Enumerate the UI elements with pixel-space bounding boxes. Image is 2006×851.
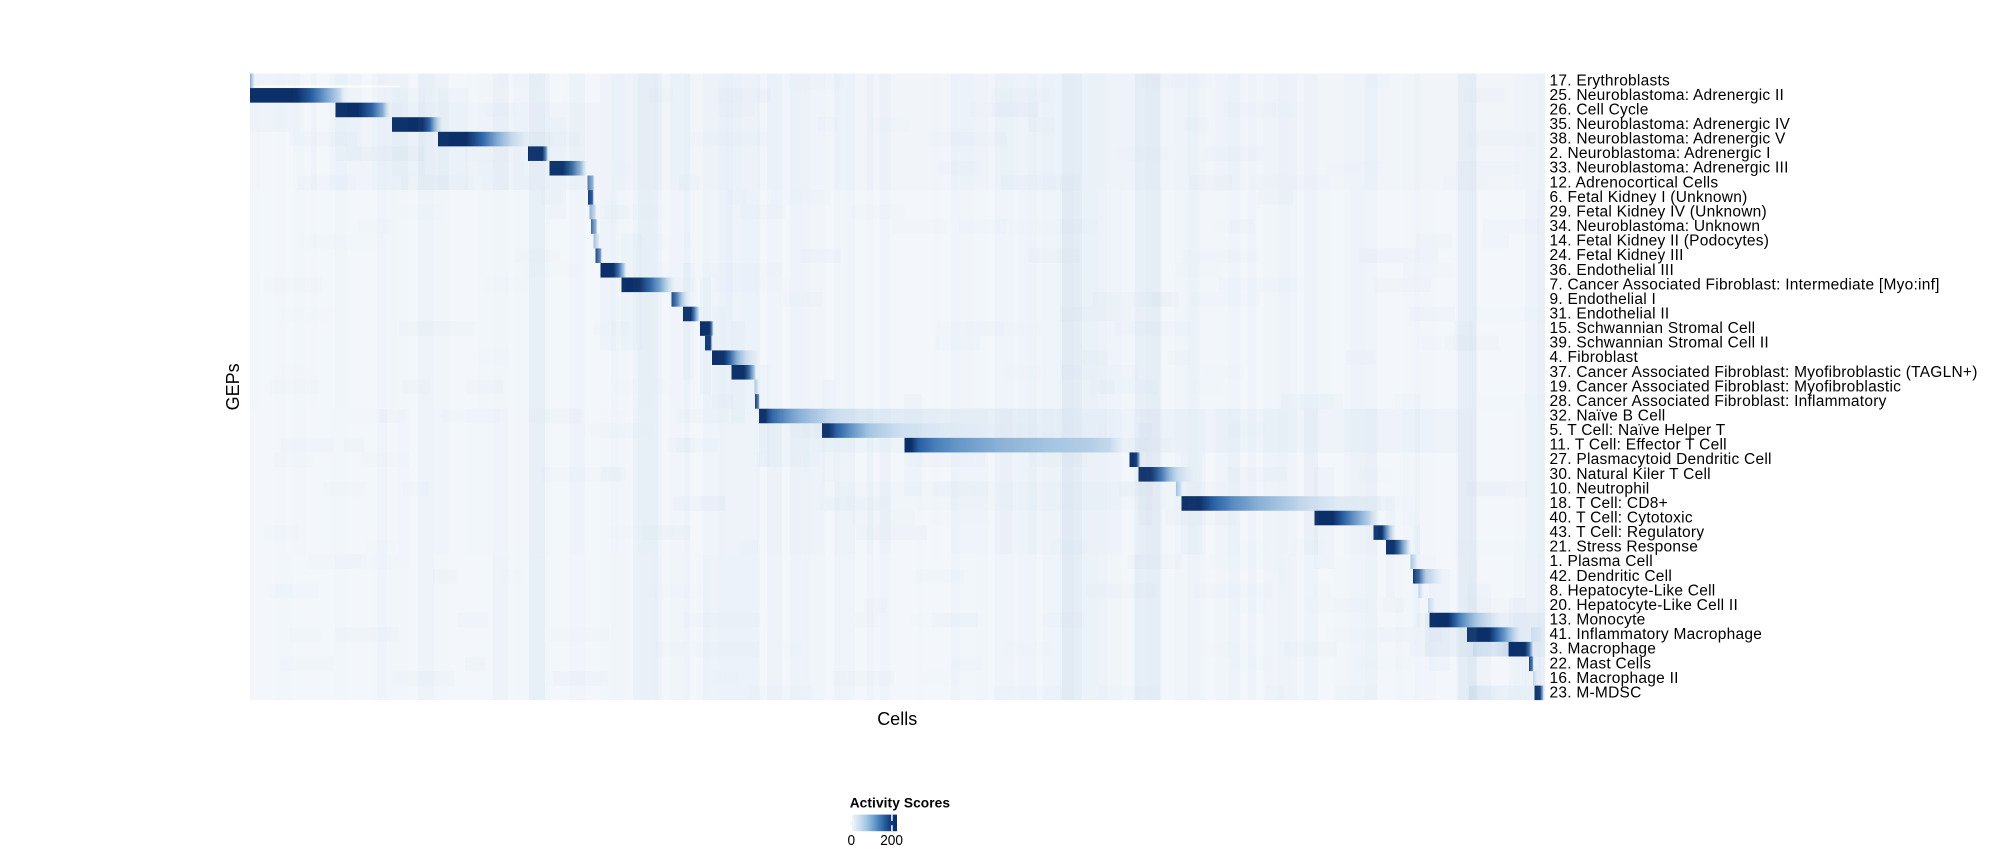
svg-text:5. T Cell: Naïve Helper T: 5. T Cell: Naïve Helper T — [1550, 422, 1726, 439]
svg-text:35. Neuroblastoma: Adrenergic: 35. Neuroblastoma: Adrenergic IV — [1550, 116, 1791, 133]
svg-text:4. Fibroblast: 4. Fibroblast — [1550, 349, 1639, 366]
svg-text:42. Dendritic Cell: 42. Dendritic Cell — [1550, 568, 1673, 585]
svg-text:41. Inflammatory Macrophage: 41. Inflammatory Macrophage — [1550, 626, 1763, 643]
svg-text:16. Macrophage II: 16. Macrophage II — [1550, 670, 1679, 687]
svg-text:13. Monocyte: 13. Monocyte — [1550, 612, 1646, 629]
svg-text:10. Neutrophil: 10. Neutrophil — [1550, 480, 1650, 497]
svg-text:25. Neuroblastoma: Adrenergic: 25. Neuroblastoma: Adrenergic II — [1550, 87, 1785, 104]
svg-text:GEPs: GEPs — [223, 363, 243, 410]
svg-text:200: 200 — [880, 832, 903, 849]
svg-text:1. Plasma Cell: 1. Plasma Cell — [1550, 553, 1653, 570]
svg-text:39. Schwannian Stromal Cell II: 39. Schwannian Stromal Cell II — [1550, 335, 1769, 352]
svg-text:11. T Cell: Effector T Cell: 11. T Cell: Effector T Cell — [1550, 437, 1727, 454]
svg-text:37. Cancer Associated Fibrobla: 37. Cancer Associated Fibroblast: Myofib… — [1550, 364, 1978, 381]
svg-text:21. Stress Response: 21. Stress Response — [1550, 539, 1699, 556]
svg-text:24. Fetal Kidney III: 24. Fetal Kidney III — [1550, 247, 1684, 264]
svg-text:23. M-MDSC: 23. M-MDSC — [1550, 684, 1642, 701]
svg-text:38. Neuroblastoma: Adrenergic: 38. Neuroblastoma: Adrenergic V — [1550, 131, 1786, 148]
svg-text:29. Fetal Kidney IV (Unknown): 29. Fetal Kidney IV (Unknown) — [1550, 203, 1767, 220]
svg-text:43. T Cell: Regulatory: 43. T Cell: Regulatory — [1550, 524, 1705, 541]
svg-text:19. Cancer Associated Fibrobla: 19. Cancer Associated Fibroblast: Myofib… — [1550, 378, 1902, 395]
svg-text:17. Erythroblasts: 17. Erythroblasts — [1550, 72, 1671, 89]
svg-text:8. Hepatocyte-Like Cell: 8. Hepatocyte-Like Cell — [1550, 582, 1716, 599]
svg-text:32. Naïve B Cell: 32. Naïve B Cell — [1550, 408, 1666, 425]
svg-text:18. T Cell: CD8+: 18. T Cell: CD8+ — [1550, 495, 1668, 512]
svg-text:12. Adrenocortical Cells: 12. Adrenocortical Cells — [1550, 174, 1719, 191]
svg-text:26. Cell Cycle: 26. Cell Cycle — [1550, 101, 1649, 118]
svg-text:22. Mast Cells: 22. Mast Cells — [1550, 655, 1652, 672]
svg-text:30. Natural Kiler T Cell: 30. Natural Kiler T Cell — [1550, 466, 1711, 483]
svg-text:7. Cancer Associated Fibroblas: 7. Cancer Associated Fibroblast: Interme… — [1550, 276, 1940, 293]
svg-text:15. Schwannian Stromal Cell: 15. Schwannian Stromal Cell — [1550, 320, 1756, 337]
svg-text:31. Endothelial II: 31. Endothelial II — [1550, 305, 1670, 322]
svg-text:3. Macrophage: 3. Macrophage — [1550, 641, 1657, 658]
svg-text:14. Fetal Kidney II (Podocytes: 14. Fetal Kidney II (Podocytes) — [1550, 233, 1770, 250]
svg-text:33. Neuroblastoma: Adrenergic: 33. Neuroblastoma: Adrenergic III — [1550, 160, 1789, 177]
svg-text:36. Endothelial III: 36. Endothelial III — [1550, 262, 1675, 279]
svg-text:0: 0 — [848, 832, 856, 849]
svg-text:34. Neuroblastoma: Unknown: 34. Neuroblastoma: Unknown — [1550, 218, 1761, 235]
svg-text:27. Plasmacytoid Dendritic Cel: 27. Plasmacytoid Dendritic Cell — [1550, 451, 1772, 468]
svg-text:Activity Scores: Activity Scores — [850, 795, 951, 810]
svg-text:40. T Cell: Cytotoxic: 40. T Cell: Cytotoxic — [1550, 510, 1693, 527]
svg-text:6. Fetal Kidney I (Unknown): 6. Fetal Kidney I (Unknown) — [1550, 189, 1748, 206]
svg-text:Cells: Cells — [877, 709, 917, 729]
svg-text:28. Cancer Associated Fibrobla: 28. Cancer Associated Fibroblast: Inflam… — [1550, 393, 1887, 410]
svg-text:20. Hepatocyte-Like Cell II: 20. Hepatocyte-Like Cell II — [1550, 597, 1739, 614]
svg-text:2. Neuroblastoma: Adrenergic I: 2. Neuroblastoma: Adrenergic I — [1550, 145, 1771, 162]
svg-text:9. Endothelial I: 9. Endothelial I — [1550, 291, 1657, 308]
